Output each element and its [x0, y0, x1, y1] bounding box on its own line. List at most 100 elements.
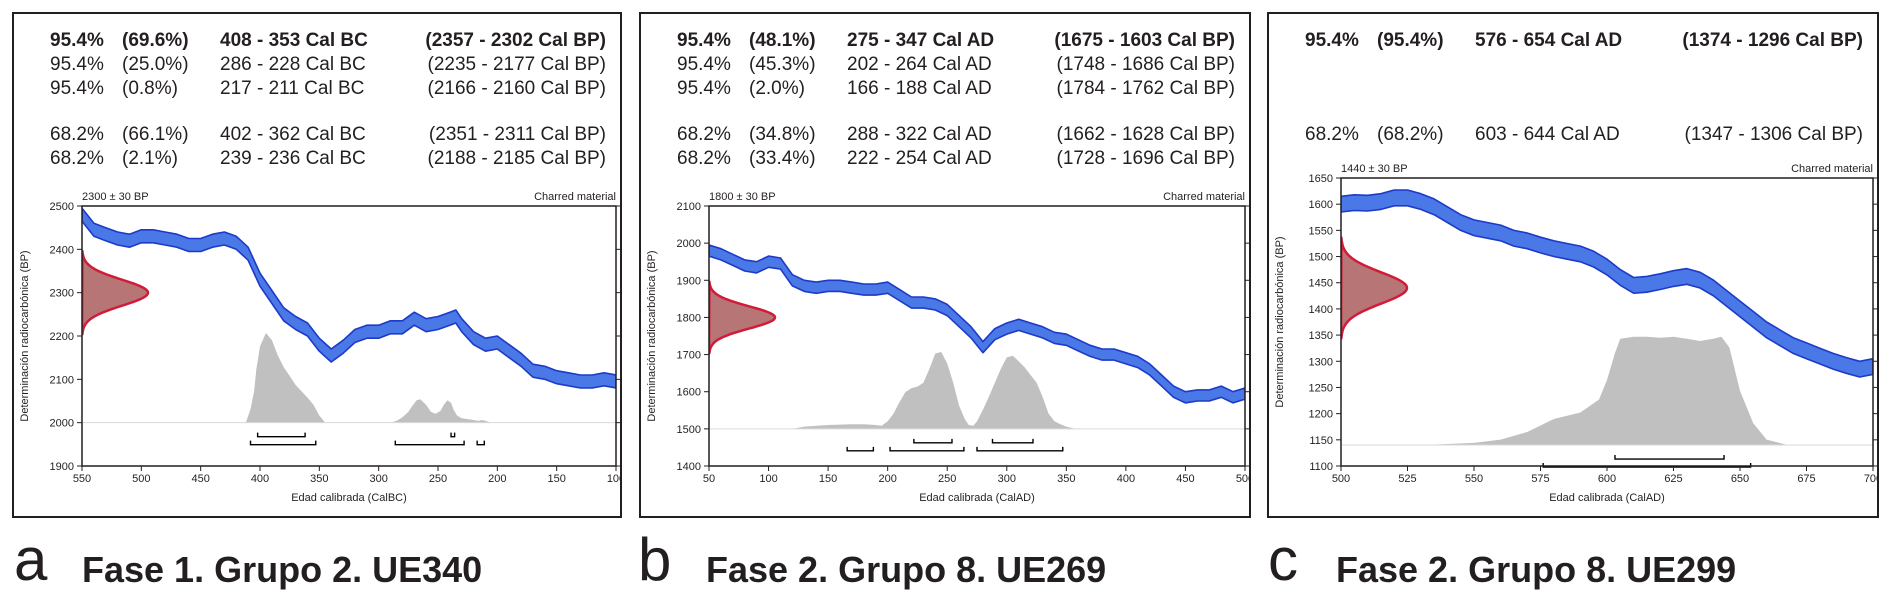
range-68-bracket	[913, 438, 953, 444]
y-tick-label: 1300	[1309, 356, 1333, 368]
x-tick-label: 500	[1332, 473, 1350, 485]
stat-probability: 68.2%	[677, 124, 731, 145]
x-tick-label: 300	[998, 473, 1016, 485]
stat-cal-range: 576 - 654 Cal AD	[1475, 30, 1623, 51]
stat-relative: (48.1%)	[749, 30, 816, 51]
panel-letter: a	[14, 526, 48, 593]
panel-b: 95.4% (48.1%) 275 - 347 Cal AD (1675 - 1…	[639, 12, 1251, 518]
panel-c-chart: 1440 ± 30 BP Charred material 500 525 550 575…	[1274, 163, 1877, 504]
stat-cal-range: 217 - 211 Cal BC	[220, 78, 365, 99]
x-tick-label: 450	[1176, 473, 1194, 485]
x-tick-label: 500	[1236, 473, 1249, 485]
stat-cal-range: 286 - 228 Cal BC	[220, 54, 366, 75]
radiocarbon-distribution	[1341, 236, 1409, 340]
y-tick-label: 1400	[677, 461, 701, 473]
stat-probability: 95.4%	[677, 30, 731, 51]
y-tick-label: 2400	[50, 244, 74, 256]
range-95-bracket	[476, 440, 485, 446]
stat-relative: (34.8%)	[749, 124, 816, 145]
stat-row: 68.2% (68.2%) 603 - 644 Cal AD (1347 - 1…	[1269, 124, 1877, 148]
stat-row: 95.4% (95.4%) 576 - 654 Cal AD (1374 - 1…	[1269, 30, 1877, 54]
stat-cal-range: 222 - 254 Cal AD	[847, 148, 992, 169]
panel-title: Fase 2. Grupo 8. UE269	[706, 549, 1107, 590]
stat-relative: (95.4%)	[1377, 30, 1444, 51]
stat-cal-range: 166 - 188 Cal AD	[847, 78, 992, 99]
radiocarbon-distribution	[709, 280, 777, 355]
stat-row: 68.2% (33.4%) 222 - 254 Cal AD (1728 - 1…	[641, 148, 1249, 172]
range-95-bracket	[846, 446, 875, 452]
date-label: 2300 ± 30 BP	[82, 191, 149, 203]
x-tick-label: 500	[132, 473, 150, 485]
x-tick-label: 650	[1731, 473, 1749, 485]
x-tick-label: 250	[429, 473, 447, 485]
y-tick-label: 1450	[1309, 278, 1333, 290]
plot-area	[82, 207, 616, 424]
stat-probability: 68.2%	[50, 124, 104, 145]
stat-cal-range: 408 - 353 Cal BC	[220, 30, 368, 51]
stat-bp-range: (1728 - 1696 Cal BP)	[1056, 148, 1236, 169]
y-tick-label: 1100	[1309, 461, 1333, 473]
y-tick-label: 1500	[677, 424, 701, 436]
x-tick-label: 600	[1598, 473, 1616, 485]
y-tick-label: 1350	[1309, 330, 1333, 342]
stat-probability: 95.4%	[677, 78, 731, 99]
stat-row: 95.4% (48.1%) 275 - 347 Cal AD (1675 - 1…	[641, 30, 1249, 54]
y-tick-label: 1900	[677, 275, 701, 287]
y-tick-label: 1800	[677, 312, 701, 324]
stat-cal-range: 202 - 264 Cal AD	[847, 54, 992, 75]
date-label: 1800 ± 30 BP	[709, 191, 776, 203]
y-tick-label: 1700	[677, 350, 701, 362]
y-tick-label: 1400	[1309, 304, 1333, 316]
range-68-bracket	[1614, 455, 1725, 460]
y-tick-label: 1500	[1309, 252, 1333, 264]
stat-bp-range: (2166 - 2160 Cal BP)	[427, 78, 607, 99]
panel-c-stats: 95.4% (95.4%) 576 - 654 Cal AD (1374 - 1…	[1269, 14, 1877, 174]
stat-row: 95.4% (2.0%) 166 - 188 Cal AD (1784 - 17…	[641, 78, 1249, 102]
material-label: Charred material	[534, 191, 616, 203]
stat-row: 95.4% (0.8%) 217 - 211 Cal BC (2166 - 21…	[14, 78, 620, 102]
stat-relative: (45.3%)	[749, 54, 816, 75]
x-tick-label: 550	[1465, 473, 1483, 485]
stat-relative: (2.0%)	[749, 78, 805, 99]
calibration-curve	[1341, 189, 1873, 378]
panel-a-stats: 95.4% (69.6%) 408 - 353 Cal BC (2357 - 2…	[14, 14, 620, 174]
x-tick-label: 200	[878, 473, 896, 485]
date-label: 1440 ± 30 BP	[1341, 163, 1408, 175]
x-tick-label: 50	[703, 473, 715, 485]
plot-frame	[708, 205, 1246, 467]
stat-probability: 95.4%	[50, 78, 104, 99]
stat-probability: 68.2%	[1305, 124, 1359, 145]
stat-probability: 68.2%	[677, 148, 731, 169]
stat-probability: 95.4%	[677, 54, 731, 75]
stat-relative: (68.2%)	[1377, 124, 1444, 145]
radiocarbon-distribution	[82, 249, 150, 336]
plot-area	[1341, 189, 1873, 446]
range-68-bracket	[256, 432, 306, 438]
y-axis-label: Determinación radiocarbónica (BP)	[1274, 236, 1286, 407]
panel-a: 95.4% (69.6%) 408 - 353 Cal BC (2357 - 2…	[12, 12, 622, 518]
stat-bp-range: (2351 - 2311 Cal BP)	[428, 124, 606, 145]
calibrated-distribution	[792, 352, 1076, 429]
x-tick-label: 300	[369, 473, 387, 485]
x-tick-label: 625	[1664, 473, 1682, 485]
stat-bp-range: (1675 - 1603 Cal BP)	[1054, 30, 1235, 51]
stat-probability: 95.4%	[50, 54, 104, 75]
stat-row: 95.4% (69.6%) 408 - 353 Cal BC (2357 - 2…	[14, 30, 620, 54]
x-tick-label: 200	[488, 473, 506, 485]
range-95-bracket	[976, 446, 1064, 452]
x-tick-label: 400	[251, 473, 269, 485]
stat-bp-range: (1748 - 1686 Cal BP)	[1056, 54, 1236, 75]
stat-bp-range: (1662 - 1628 Cal BP)	[1056, 124, 1236, 145]
panel-c: 95.4% (95.4%) 576 - 654 Cal AD (1374 - 1…	[1267, 12, 1879, 518]
calibrated-distribution	[1420, 336, 1788, 446]
x-tick-label: 700	[1864, 473, 1877, 485]
x-tick-label: 400	[1117, 473, 1135, 485]
range-68-bracket	[450, 432, 456, 438]
y-tick-label: 1200	[1309, 409, 1333, 421]
range-68-bracket	[991, 438, 1034, 444]
range-95-bracket	[1542, 463, 1752, 468]
x-tick-label: 350	[310, 473, 328, 485]
x-tick-label: 100	[759, 473, 777, 485]
x-tick-label: 525	[1398, 473, 1416, 485]
stat-bp-range: (1784 - 1762 Cal BP)	[1056, 78, 1236, 99]
